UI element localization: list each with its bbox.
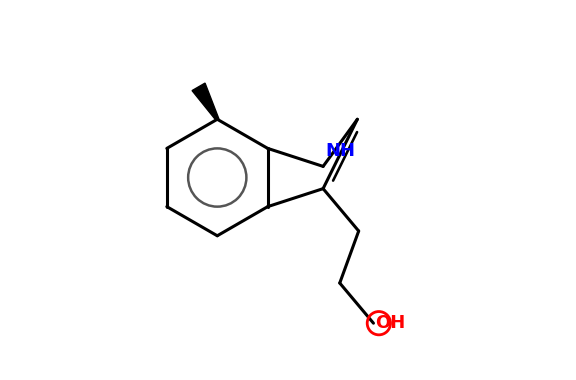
Text: NH: NH xyxy=(325,142,355,160)
Polygon shape xyxy=(192,83,219,120)
Text: OH: OH xyxy=(376,314,406,332)
